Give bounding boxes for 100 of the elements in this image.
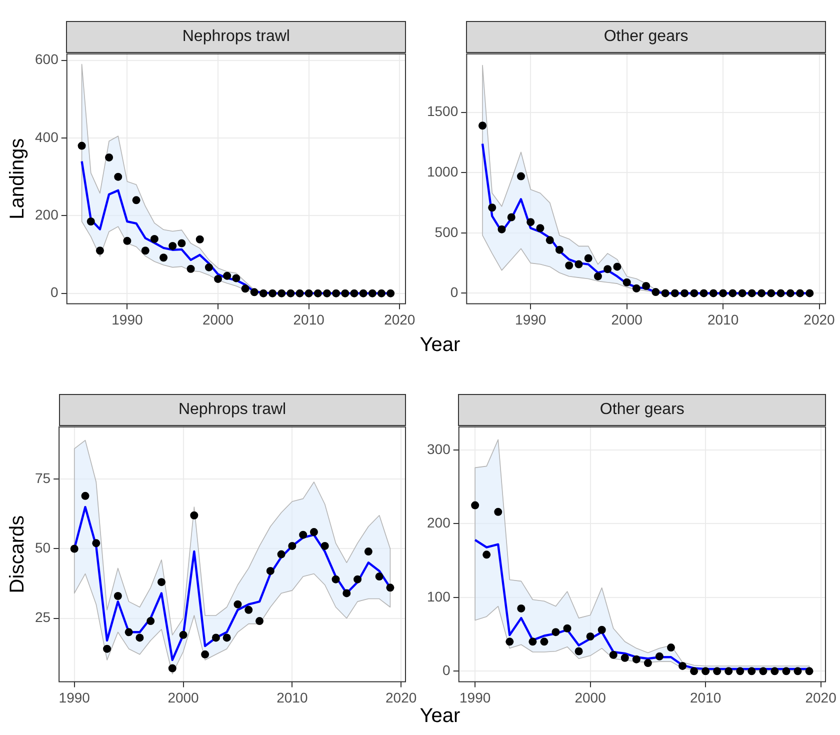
y-tick-label: 500 [434,224,458,240]
point [196,235,204,244]
y-tick-label: 25 [34,609,51,626]
x-tick-label: 2020 [384,311,416,328]
point [598,626,606,634]
point [214,274,222,283]
point [375,572,384,581]
x-tick-label: 2010 [276,689,308,706]
point [256,617,264,626]
point [516,172,525,180]
point [288,542,296,550]
point [244,606,253,614]
x-axis-title: Year [420,334,460,357]
y-tick-label: 75 [34,470,51,486]
point [78,142,86,150]
point [776,289,785,298]
y-tick-label: 600 [35,51,59,68]
point [546,236,554,244]
point [299,530,308,539]
point [666,644,675,652]
point [96,246,104,255]
point [278,289,286,298]
point [796,289,804,298]
chart-title: Other gears [458,394,826,426]
point [652,288,660,296]
point [168,242,177,250]
point [758,289,766,298]
x-tick-label: 2010 [293,311,325,328]
x-tick-label: 2020 [805,689,837,706]
x-tick-label: 2000 [168,689,200,706]
chart-title: Other gears [466,21,826,54]
point [670,289,679,298]
point [204,263,213,272]
point [190,511,198,520]
x-tick-label: 2010 [690,689,722,706]
point [314,289,322,298]
y-tick-label: 400 [35,128,59,145]
x-tick-label: 1990 [58,689,90,706]
point [622,278,631,286]
point [794,667,802,676]
point [613,262,622,271]
y-axis-title: Landings [6,138,29,220]
point [201,650,210,658]
x-tick-label: 1990 [515,311,546,328]
point [157,578,166,586]
point [586,632,594,640]
point [786,289,794,298]
point [364,548,372,556]
x-tick-label: 2020 [804,311,836,328]
point [728,289,737,298]
point [277,550,286,558]
point [259,289,268,298]
point [136,634,144,642]
point [517,604,526,612]
point [574,260,583,268]
point [805,667,814,676]
point [782,667,790,676]
point [103,644,112,653]
point [150,234,158,243]
point [738,289,746,298]
point [286,289,295,298]
point [377,289,386,298]
x-tick-label: 2000 [574,689,606,706]
point [719,289,728,298]
point [250,288,258,296]
point [386,289,395,298]
point [354,575,362,584]
point [709,289,718,298]
point [359,289,368,298]
point [123,236,132,245]
y-tick-label: 0 [442,662,451,678]
point [482,550,491,559]
point [304,289,313,298]
point [594,272,602,280]
point [488,204,496,212]
point [498,225,506,234]
point [241,284,250,293]
y-tick-label: 100 [427,588,451,604]
point [178,239,186,248]
point [563,624,572,632]
y-tick-label: 0 [450,284,458,300]
point [700,289,708,298]
point [141,246,150,255]
point [759,667,768,676]
point [632,655,640,664]
point [507,213,516,222]
chart-title: Nephrops trawl [66,21,406,54]
point [506,638,514,646]
x-tick-label: 1990 [459,689,491,706]
point [702,667,710,676]
point [690,289,698,298]
point [713,667,722,676]
point [105,153,114,162]
x-tick-label: 1990 [112,311,143,328]
point [320,542,329,550]
y-axis-title: Discards [6,515,29,594]
point [806,289,814,298]
point [748,289,756,298]
y-tick-label: 0 [50,284,59,300]
point [642,282,650,290]
